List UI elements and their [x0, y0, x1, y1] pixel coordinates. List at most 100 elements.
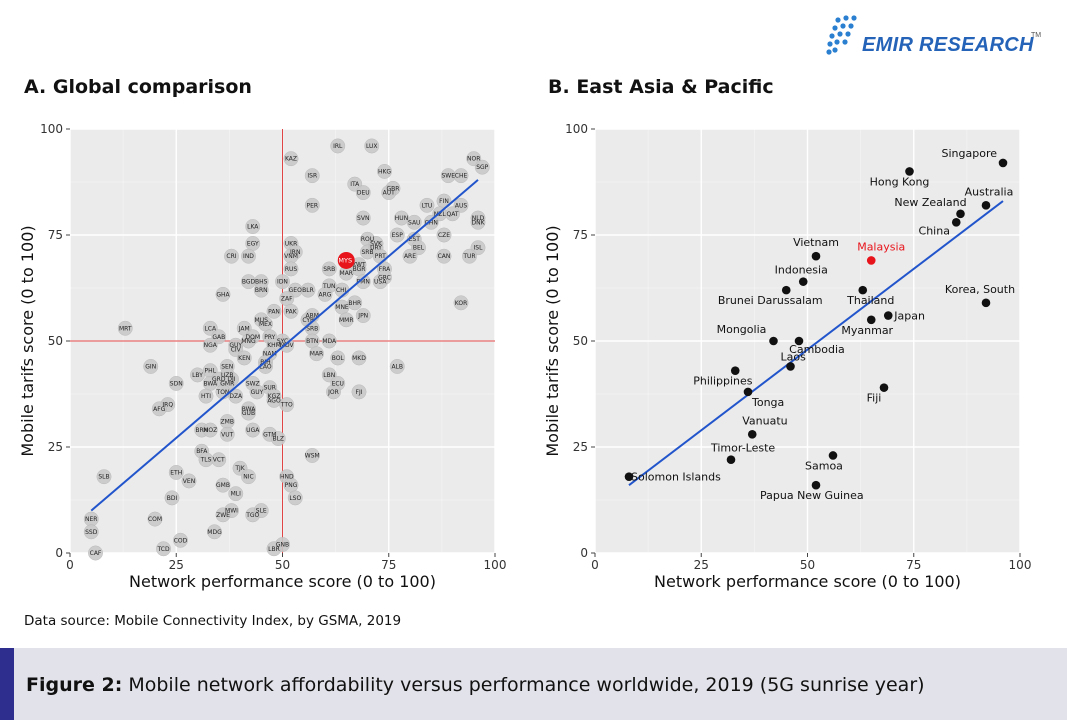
- data-point: [309, 346, 324, 362]
- data-point: [372, 274, 388, 290]
- data-point: [249, 384, 265, 400]
- point-label: Mongolia: [717, 323, 767, 336]
- point-label: GBR: [387, 185, 400, 192]
- point-label: VEN: [183, 478, 195, 485]
- point-label: GHA: [216, 291, 230, 298]
- data-point: [726, 455, 736, 465]
- point-label: SAU: [408, 219, 420, 226]
- data-point: [998, 158, 1008, 168]
- data-point: [798, 277, 808, 286]
- point-label: SWZ: [246, 380, 260, 387]
- point-label: ZAF: [281, 296, 293, 303]
- chart-panel-a: 0 25 50 75 100 0 25 50 75 100 Network performance …: [18, 122, 506, 591]
- point-label: RUS: [285, 266, 298, 273]
- x-tick-label: 0: [66, 558, 74, 572]
- data-point: [981, 201, 991, 210]
- point-label: ZWE: [216, 512, 230, 519]
- point-label: URY: [370, 245, 382, 252]
- point-label: SLB: [98, 474, 109, 481]
- data-point: [228, 486, 244, 502]
- data-point: [211, 452, 227, 468]
- data-point: [198, 388, 214, 404]
- point-label: DEU: [357, 190, 370, 197]
- figure-caption: Figure 2: Mobile network affordability v…: [26, 674, 925, 696]
- data-point: [389, 358, 405, 374]
- point-label: FJI: [356, 389, 363, 396]
- x-tick-label: 50: [800, 558, 815, 572]
- data-point: [168, 375, 184, 391]
- data-point: [883, 311, 893, 320]
- point-label: PRT: [375, 253, 386, 260]
- point-label: EGY: [247, 240, 259, 247]
- point-label: KGZ: [268, 393, 281, 400]
- data-point: [453, 168, 469, 184]
- point-label: DJI: [227, 376, 235, 383]
- point-label: NGA: [204, 342, 218, 349]
- data-point: [402, 248, 418, 264]
- point-label: MKD: [352, 355, 366, 362]
- data-point: [143, 358, 159, 374]
- point-label: Philippines: [693, 375, 753, 388]
- data-point: [462, 248, 477, 264]
- point-label: BGD: [242, 279, 256, 286]
- point-label: BEL: [413, 245, 425, 252]
- point-label: PNG: [285, 482, 298, 489]
- point-label: DOM: [245, 334, 260, 341]
- point-label: KHM: [267, 342, 281, 349]
- logo-dots-icon: [826, 15, 857, 55]
- point-label: UZB: [221, 372, 234, 379]
- point-label: VUT: [221, 431, 233, 438]
- point-label: BOL: [332, 355, 345, 362]
- point-label: MOZ: [203, 427, 217, 434]
- highlight-label: MYS: [338, 256, 352, 264]
- data-point: [330, 350, 346, 366]
- data-point: [866, 315, 876, 325]
- data-point: [436, 227, 452, 243]
- y-tick-label: 0: [580, 546, 588, 560]
- x-tick-label: 0: [591, 558, 599, 572]
- point-label: GUY: [229, 342, 242, 349]
- point-label: HND: [280, 474, 294, 481]
- data-point: [364, 138, 380, 154]
- point-label: GMB: [216, 482, 230, 489]
- point-label: WSM: [305, 452, 320, 459]
- point-label: Brunei Darussalam: [718, 294, 823, 307]
- point-label: Thailand: [846, 294, 894, 307]
- point-label: SVK: [370, 240, 383, 247]
- data-point: [156, 541, 171, 557]
- point-label: SUR: [264, 385, 276, 392]
- data-point: [981, 298, 991, 308]
- point-label: ISL: [474, 245, 484, 252]
- point-label: Australia: [965, 185, 1014, 198]
- data-point: [275, 274, 290, 290]
- data-point: [300, 282, 316, 298]
- point-label: SLE: [256, 508, 267, 515]
- point-label: GUB: [242, 410, 255, 417]
- data-point: [241, 248, 256, 264]
- point-label: ITA: [350, 181, 360, 188]
- data-point: [215, 507, 231, 523]
- point-label: Solomon Islands: [631, 471, 721, 484]
- point-label: USA: [374, 279, 387, 286]
- data-point: [228, 388, 244, 404]
- data-point: [624, 472, 634, 481]
- point-label: PAN: [268, 308, 280, 315]
- point-label: PHL: [205, 368, 217, 375]
- point-label: FRA: [379, 266, 391, 273]
- charts-canvas: 0 25 50 75 100 0 25 50 75 100 Network performance …: [18, 122, 1031, 591]
- point-label: LBY: [192, 372, 203, 379]
- point-label: NER: [85, 516, 97, 523]
- point-label: IDN: [277, 279, 288, 286]
- data-point: [794, 336, 804, 346]
- point-label: GRC: [378, 274, 391, 281]
- point-label: NZL: [434, 211, 447, 218]
- data-point: [747, 429, 757, 439]
- point-label: KOR: [455, 300, 468, 307]
- point-label: SEN: [221, 363, 233, 370]
- point-label: HUN: [395, 215, 408, 222]
- data-point: [419, 197, 435, 213]
- point-label: SSD: [85, 529, 98, 536]
- data-point: [215, 286, 231, 302]
- trend-line: [90, 179, 479, 512]
- brand-logo: EMIR RESEARCH TM: [826, 12, 1046, 60]
